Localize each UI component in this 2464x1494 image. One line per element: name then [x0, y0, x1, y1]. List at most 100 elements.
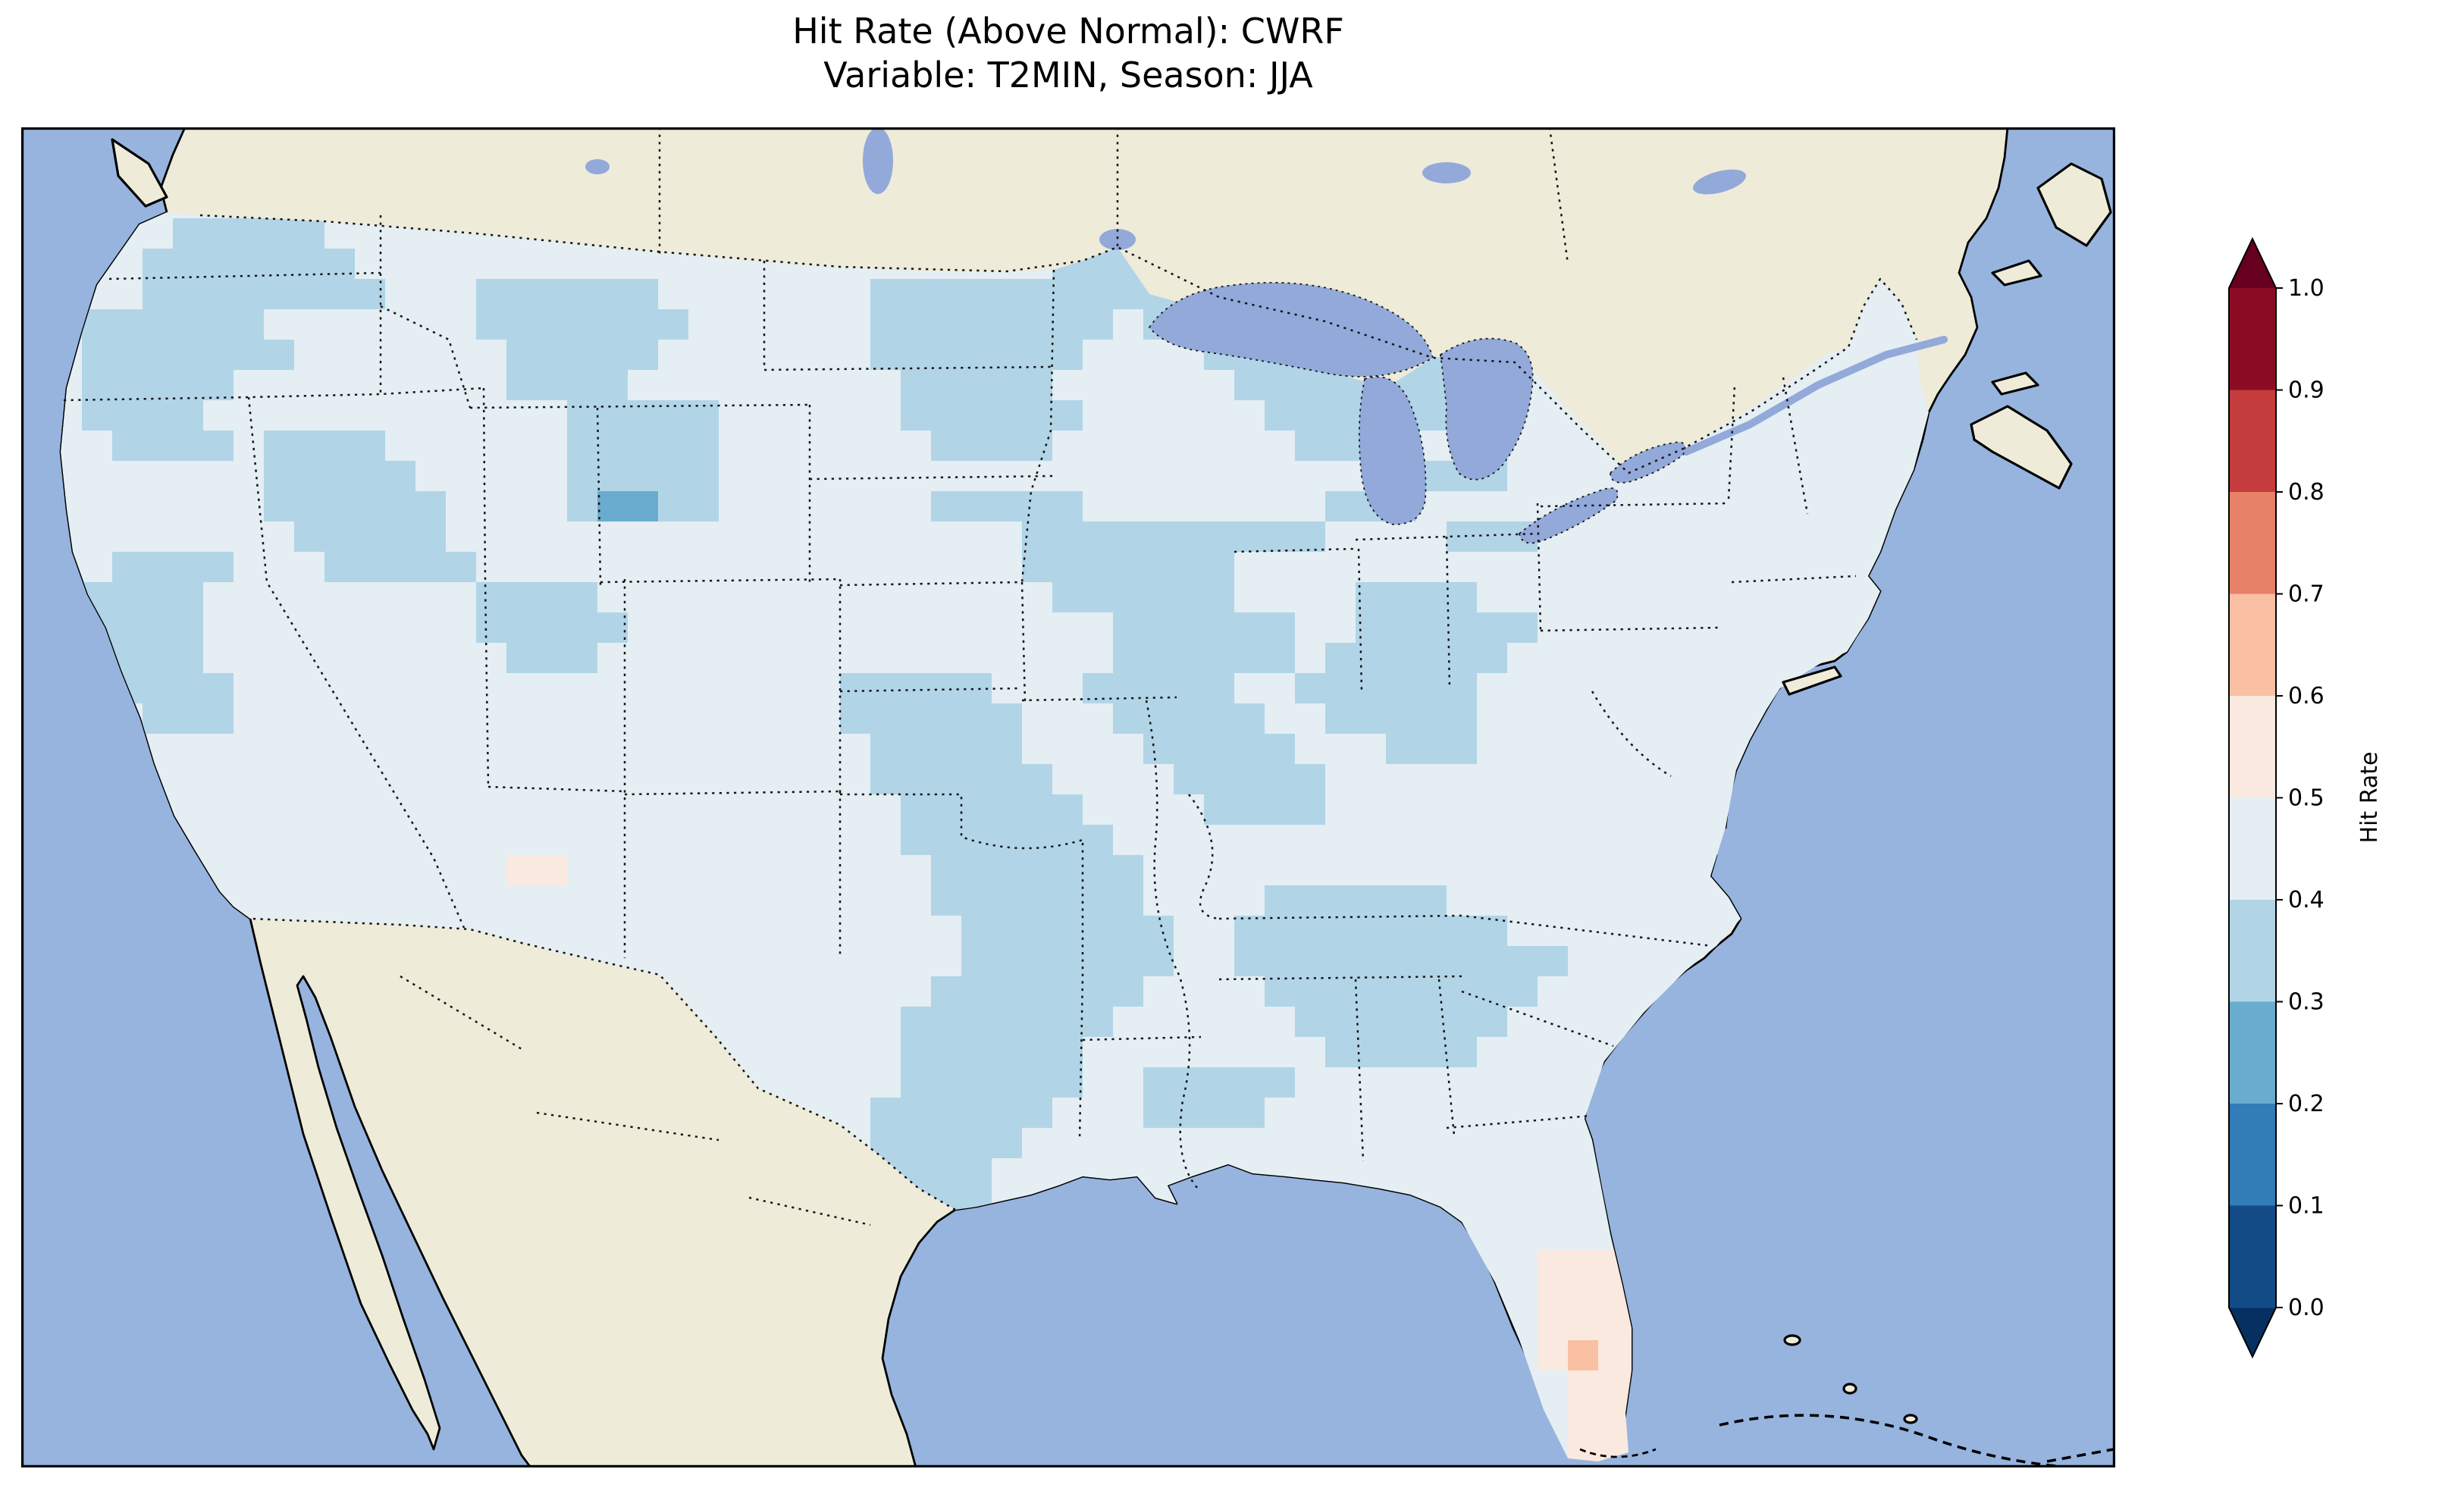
hit-rate-cell — [294, 491, 324, 521]
hit-rate-cell — [1507, 612, 1538, 643]
colorbar-segment — [2229, 1001, 2276, 1104]
hit-rate-cell — [143, 703, 173, 734]
hit-rate-cell — [1598, 1370, 1629, 1401]
hit-rate-cell — [1356, 885, 1386, 916]
hit-rate-cell — [1174, 703, 1204, 734]
hit-rate-cell — [294, 279, 324, 309]
hit-rate-cell — [143, 673, 173, 703]
hit-rate-cell — [82, 400, 112, 431]
hit-rate-cell — [1325, 946, 1356, 976]
hit-rate-cell — [1325, 491, 1356, 521]
hit-rate-cell — [1234, 946, 1265, 976]
hit-rate-cell — [1325, 1007, 1356, 1037]
hit-rate-cell — [1416, 1037, 1447, 1067]
hit-rate-cell — [143, 612, 173, 643]
colorbar-tick-label: 0.4 — [2288, 887, 2324, 913]
hit-rate-cell — [173, 249, 203, 279]
hit-rate-cell — [961, 764, 992, 794]
hit-rate-cell — [992, 1128, 1022, 1158]
hit-rate-cell — [1204, 1098, 1234, 1128]
hit-rate-cell — [961, 1098, 992, 1128]
hit-rate-cell — [961, 976, 992, 1007]
hit-rate-cell — [567, 461, 597, 491]
hit-rate-cell — [1386, 916, 1416, 946]
hit-rate-cell — [1416, 673, 1447, 703]
hit-rate-cell — [173, 552, 203, 582]
hit-rate-cell — [1477, 946, 1507, 976]
hit-rate-cell — [112, 340, 143, 370]
hit-rate-cell — [1356, 976, 1386, 1007]
hit-rate-cell — [1265, 612, 1295, 643]
hit-rate-cell — [1447, 582, 1477, 612]
hit-rate-cell — [1356, 703, 1386, 734]
hit-rate-cell — [931, 976, 961, 1007]
hit-rate-cell — [1143, 946, 1174, 976]
canada-lake-3 — [1693, 169, 1746, 195]
hit-rate-cell — [1113, 885, 1143, 916]
hit-rate-cell — [992, 309, 1022, 340]
hit-rate-cell — [1416, 703, 1447, 734]
hit-rate-cell — [567, 370, 597, 400]
hit-rate-cell — [1447, 946, 1477, 976]
hit-rate-cell — [203, 249, 234, 279]
hit-rate-cell — [597, 340, 628, 370]
colorbar-tick-label: 0.6 — [2288, 683, 2324, 709]
hit-rate-cell — [1022, 855, 1052, 885]
hit-rate-cell — [324, 491, 355, 521]
hit-rate-cell — [1416, 400, 1447, 431]
hit-rate-cell — [537, 855, 567, 885]
hit-rate-cell — [1052, 491, 1083, 521]
colorbar-segment — [2229, 288, 2276, 391]
hit-rate-cell — [203, 703, 234, 734]
hit-rate-cell — [658, 461, 688, 491]
hit-rate-cell — [1204, 673, 1234, 703]
hit-rate-cell — [143, 370, 173, 400]
hit-rate-cell — [1052, 794, 1083, 825]
hit-rate-cell — [1477, 643, 1507, 673]
hit-rate-cell — [658, 309, 688, 340]
hit-rate-cell — [1052, 1007, 1083, 1037]
hit-rate-cell — [1083, 309, 1113, 340]
hit-rate-cell — [567, 340, 597, 370]
hit-rate-cell — [1325, 643, 1356, 673]
hit-rate-cell — [658, 400, 688, 431]
hit-rate-cell — [901, 340, 931, 370]
hit-rate-cell — [1234, 521, 1265, 552]
hit-rate-cell — [385, 461, 415, 491]
hit-rate-cell — [1052, 309, 1083, 340]
hit-rate-cell — [143, 582, 173, 612]
hit-rate-cell — [992, 764, 1022, 794]
hit-rate-cell — [1052, 552, 1083, 582]
hit-rate-cell — [506, 370, 537, 400]
hit-rate-cell — [1386, 976, 1416, 1007]
hit-rate-cell — [567, 491, 597, 521]
hit-rate-cell — [931, 1007, 961, 1037]
hit-rate-cell — [628, 431, 658, 461]
hit-rate-cell — [264, 461, 294, 491]
hit-rate-cell — [1022, 491, 1052, 521]
hit-rate-cell — [1143, 552, 1174, 582]
hit-rate-cell — [961, 1158, 992, 1189]
bahamas-1 — [1783, 1334, 1801, 1346]
lake-michigan — [1358, 376, 1427, 525]
colorbar-segment — [2229, 390, 2276, 493]
hit-rate-cell — [1325, 885, 1356, 916]
hit-rate-cell — [597, 309, 628, 340]
hit-rate-cell — [961, 794, 992, 825]
colorbar-tick-label: 0.0 — [2288, 1295, 2324, 1321]
hit-rate-cell — [1447, 1037, 1477, 1067]
hit-rate-cell — [324, 552, 355, 582]
hit-rate-cell — [1356, 1037, 1386, 1067]
hit-rate-cell — [1265, 643, 1295, 673]
hit-rate-cell — [992, 885, 1022, 916]
hit-rate-cell — [1022, 431, 1052, 461]
hit-rate-cell — [1143, 582, 1174, 612]
hit-rate-cell — [931, 885, 961, 916]
hit-rate-cell — [1416, 885, 1447, 916]
hit-rate-cell — [1447, 703, 1477, 734]
hit-rate-cell — [931, 1067, 961, 1098]
hit-rate-cell — [1083, 279, 1113, 309]
colorbar-scale: 1.0 0.9 0.8 0.7 0.6 0.5 0.4 0.3 0.2 0.1 0.0 — [2228, 236, 2324, 1359]
hit-rate-cell — [870, 764, 901, 794]
hit-rate-cell — [1416, 916, 1447, 946]
